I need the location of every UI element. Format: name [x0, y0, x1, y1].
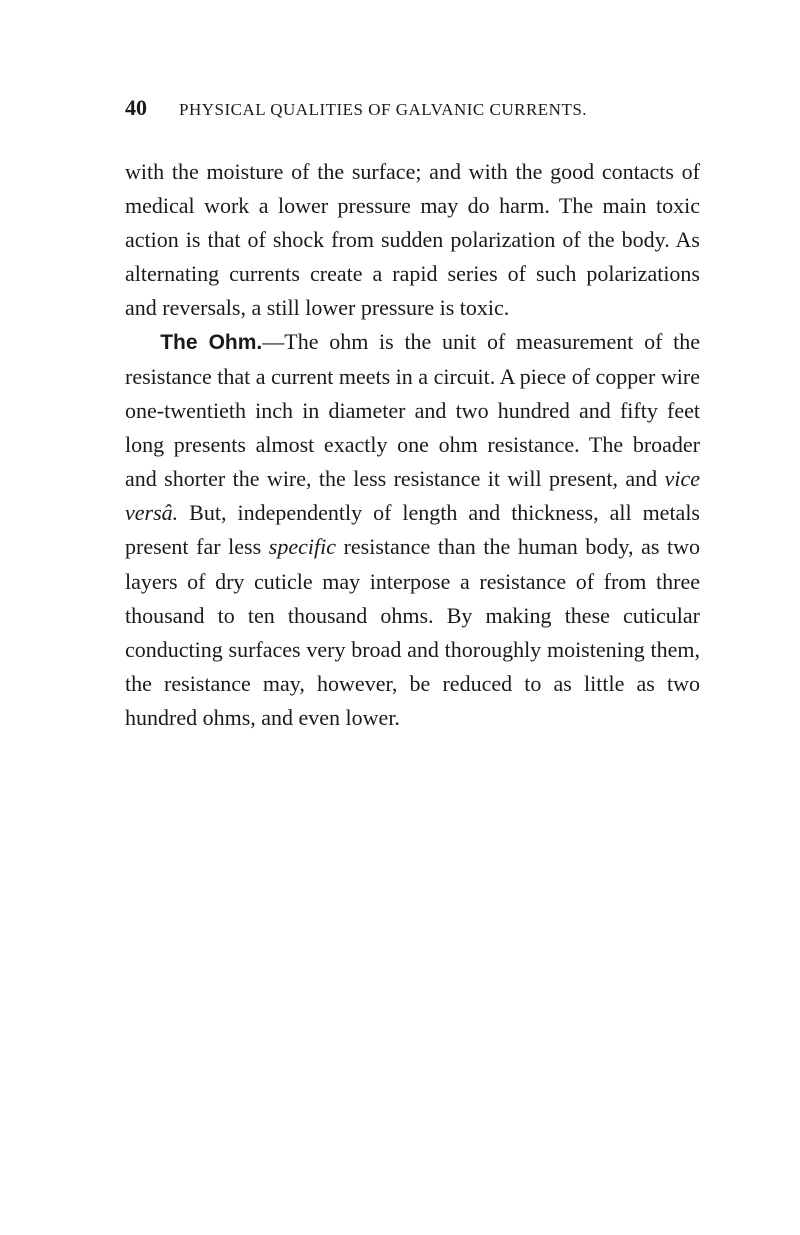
section-title-ohm: The Ohm. — [160, 331, 262, 354]
italic-specific: specific — [269, 534, 336, 559]
body-text: with the moisture of the surface; and wi… — [125, 155, 700, 735]
running-head: PHYSICAL QUALITIES OF GALVANIC CURRENTS. — [179, 100, 587, 120]
paragraph-1: with the moisture of the surface; and wi… — [125, 155, 700, 325]
page-header: 40 PHYSICAL QUALITIES OF GALVANIC CURREN… — [125, 95, 700, 121]
paragraph-2-text-c: resistance than the human body, as two l… — [125, 534, 700, 729]
page-number: 40 — [125, 95, 147, 121]
page: 40 PHYSICAL QUALITIES OF GALVANIC CURREN… — [0, 0, 800, 1235]
paragraph-2: The Ohm.—The ohm is the unit of measurem… — [125, 325, 700, 735]
